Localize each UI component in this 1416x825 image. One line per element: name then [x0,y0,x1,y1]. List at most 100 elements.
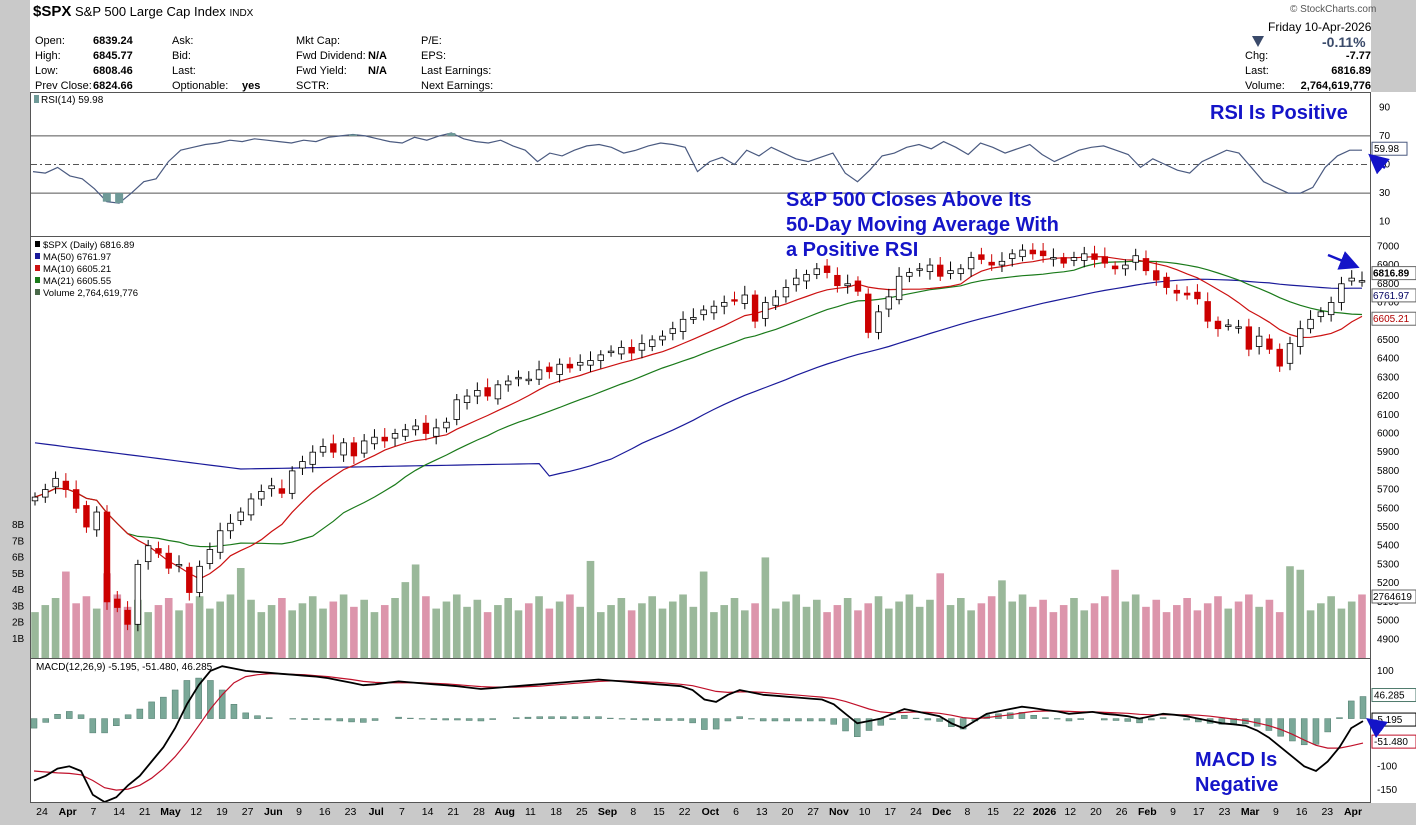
candle-body [53,478,59,486]
quote-label: P/E: [421,35,511,47]
candle-body [1277,349,1283,366]
date-tick-label: 16 [1296,806,1308,818]
candle-body [320,447,326,453]
candle-body [1081,254,1087,261]
volume-bar [885,609,893,658]
volume-bar [669,602,677,658]
macd-histogram-bar [172,690,178,719]
volume-bar [772,609,780,658]
quote-value: -7.77 [1287,50,1371,62]
volume-bar [299,603,307,658]
candle-body [42,490,48,497]
symbol: $SPX [33,3,71,20]
candle-body [752,295,758,321]
quote-label: Optionable: [172,80,242,92]
candle-body [279,489,285,494]
rsi-plot: RSI(14) 59.98 [31,93,1370,236]
volume-bar [844,598,852,658]
volume-bar [1091,603,1099,658]
date-tick-label: 27 [242,806,254,818]
date-tick-label: 10 [859,806,871,818]
volume-bar [710,612,718,658]
macd-histogram-bar [819,719,825,721]
volume-bar [432,609,440,658]
quote-row: Bid: [172,50,272,65]
volume-bar [1276,612,1284,658]
volume-bar [628,610,636,658]
quote-value: N/A [368,65,408,77]
volume-bar [1214,596,1222,658]
volume-bar [463,607,471,658]
macd-histogram-bar [325,719,331,720]
volume-bar [618,598,626,658]
date-tick-label: 7 [399,806,405,818]
date-tick-label: 16 [319,806,331,818]
price-legend-item: $SPX (Daily) 6816.89 [43,240,134,251]
macd-histogram-bar [478,719,484,721]
volume-bar [1245,594,1253,658]
candle-body [783,288,789,297]
quote-value: N/A [368,50,408,62]
candle-body [341,443,347,455]
rsi-oversold-fill [103,193,111,202]
candle-body [619,347,625,354]
volume-bar [258,612,266,658]
macd-panel: MACD(12,26,9) -5.195, -51.480, 46.285 [30,658,1371,803]
volume-bar [381,605,389,658]
price-tick-label: 5200 [1377,578,1400,589]
quote-value: 6808.46 [93,65,153,77]
volume-bar [679,594,687,658]
volume-bar [1255,607,1263,658]
volume-bar [659,609,667,658]
candle-body [259,491,265,498]
quote-row: Open:6839.24 [35,35,153,50]
volume-bar [834,605,842,658]
date-tick-label: Apr [59,806,77,818]
price-legend-swatch [35,241,40,247]
candle-body [382,437,388,441]
ma-annotation-line-2: 50-Day Moving Average With [786,213,1059,238]
macd-histogram-bar [102,719,108,733]
macd-histogram-bar [1313,719,1319,745]
date-tick-label: 21 [447,806,459,818]
price-legend-item: MA(10) 6605.21 [43,264,111,275]
volume-bar [782,602,790,658]
quote-label: Last: [172,65,242,77]
price-legend-item: MA(50) 6761.97 [43,252,111,263]
volume-bar [926,600,934,658]
macd-histogram-bar [807,719,813,721]
quote-row: Low:6808.46 [35,65,153,80]
volume-bar [360,600,368,658]
quote-label: Last Earnings: [421,65,511,77]
rsi-overbought-fill [447,133,455,136]
price-legend-swatch [35,253,40,259]
date-tick-label: 23 [1321,806,1333,818]
macd-histogram-bar [1148,719,1154,720]
macd-plot: MACD(12,26,9) -5.195, -51.480, 46.285 [31,659,1370,802]
volume-bar [895,602,903,658]
volume-bar [62,572,70,658]
rsi-arrow-icon [1372,157,1385,168]
candle-body [721,302,727,306]
volume-bar [83,596,91,658]
volume-bar [556,602,564,658]
candle-body [1071,258,1077,261]
volume-tick-label: 4B [12,585,25,596]
macd-histogram-bar [454,719,460,720]
volume-bar [484,612,492,658]
candle-body [1092,254,1098,260]
candle-body [660,336,666,340]
date-tick-label: Aug [494,806,514,818]
down-arrow-icon [1252,36,1264,47]
macd-histogram-bar [1113,719,1119,721]
candle-body [1256,336,1262,346]
ma21-line [35,261,1362,547]
candle-body [773,297,779,305]
candle-body [1143,259,1149,271]
candle-body [1236,327,1242,329]
candle-body [207,549,213,563]
macd-histogram-bar [584,717,590,719]
volume-bar [319,609,327,658]
quote-label: Next Earnings: [421,80,511,92]
